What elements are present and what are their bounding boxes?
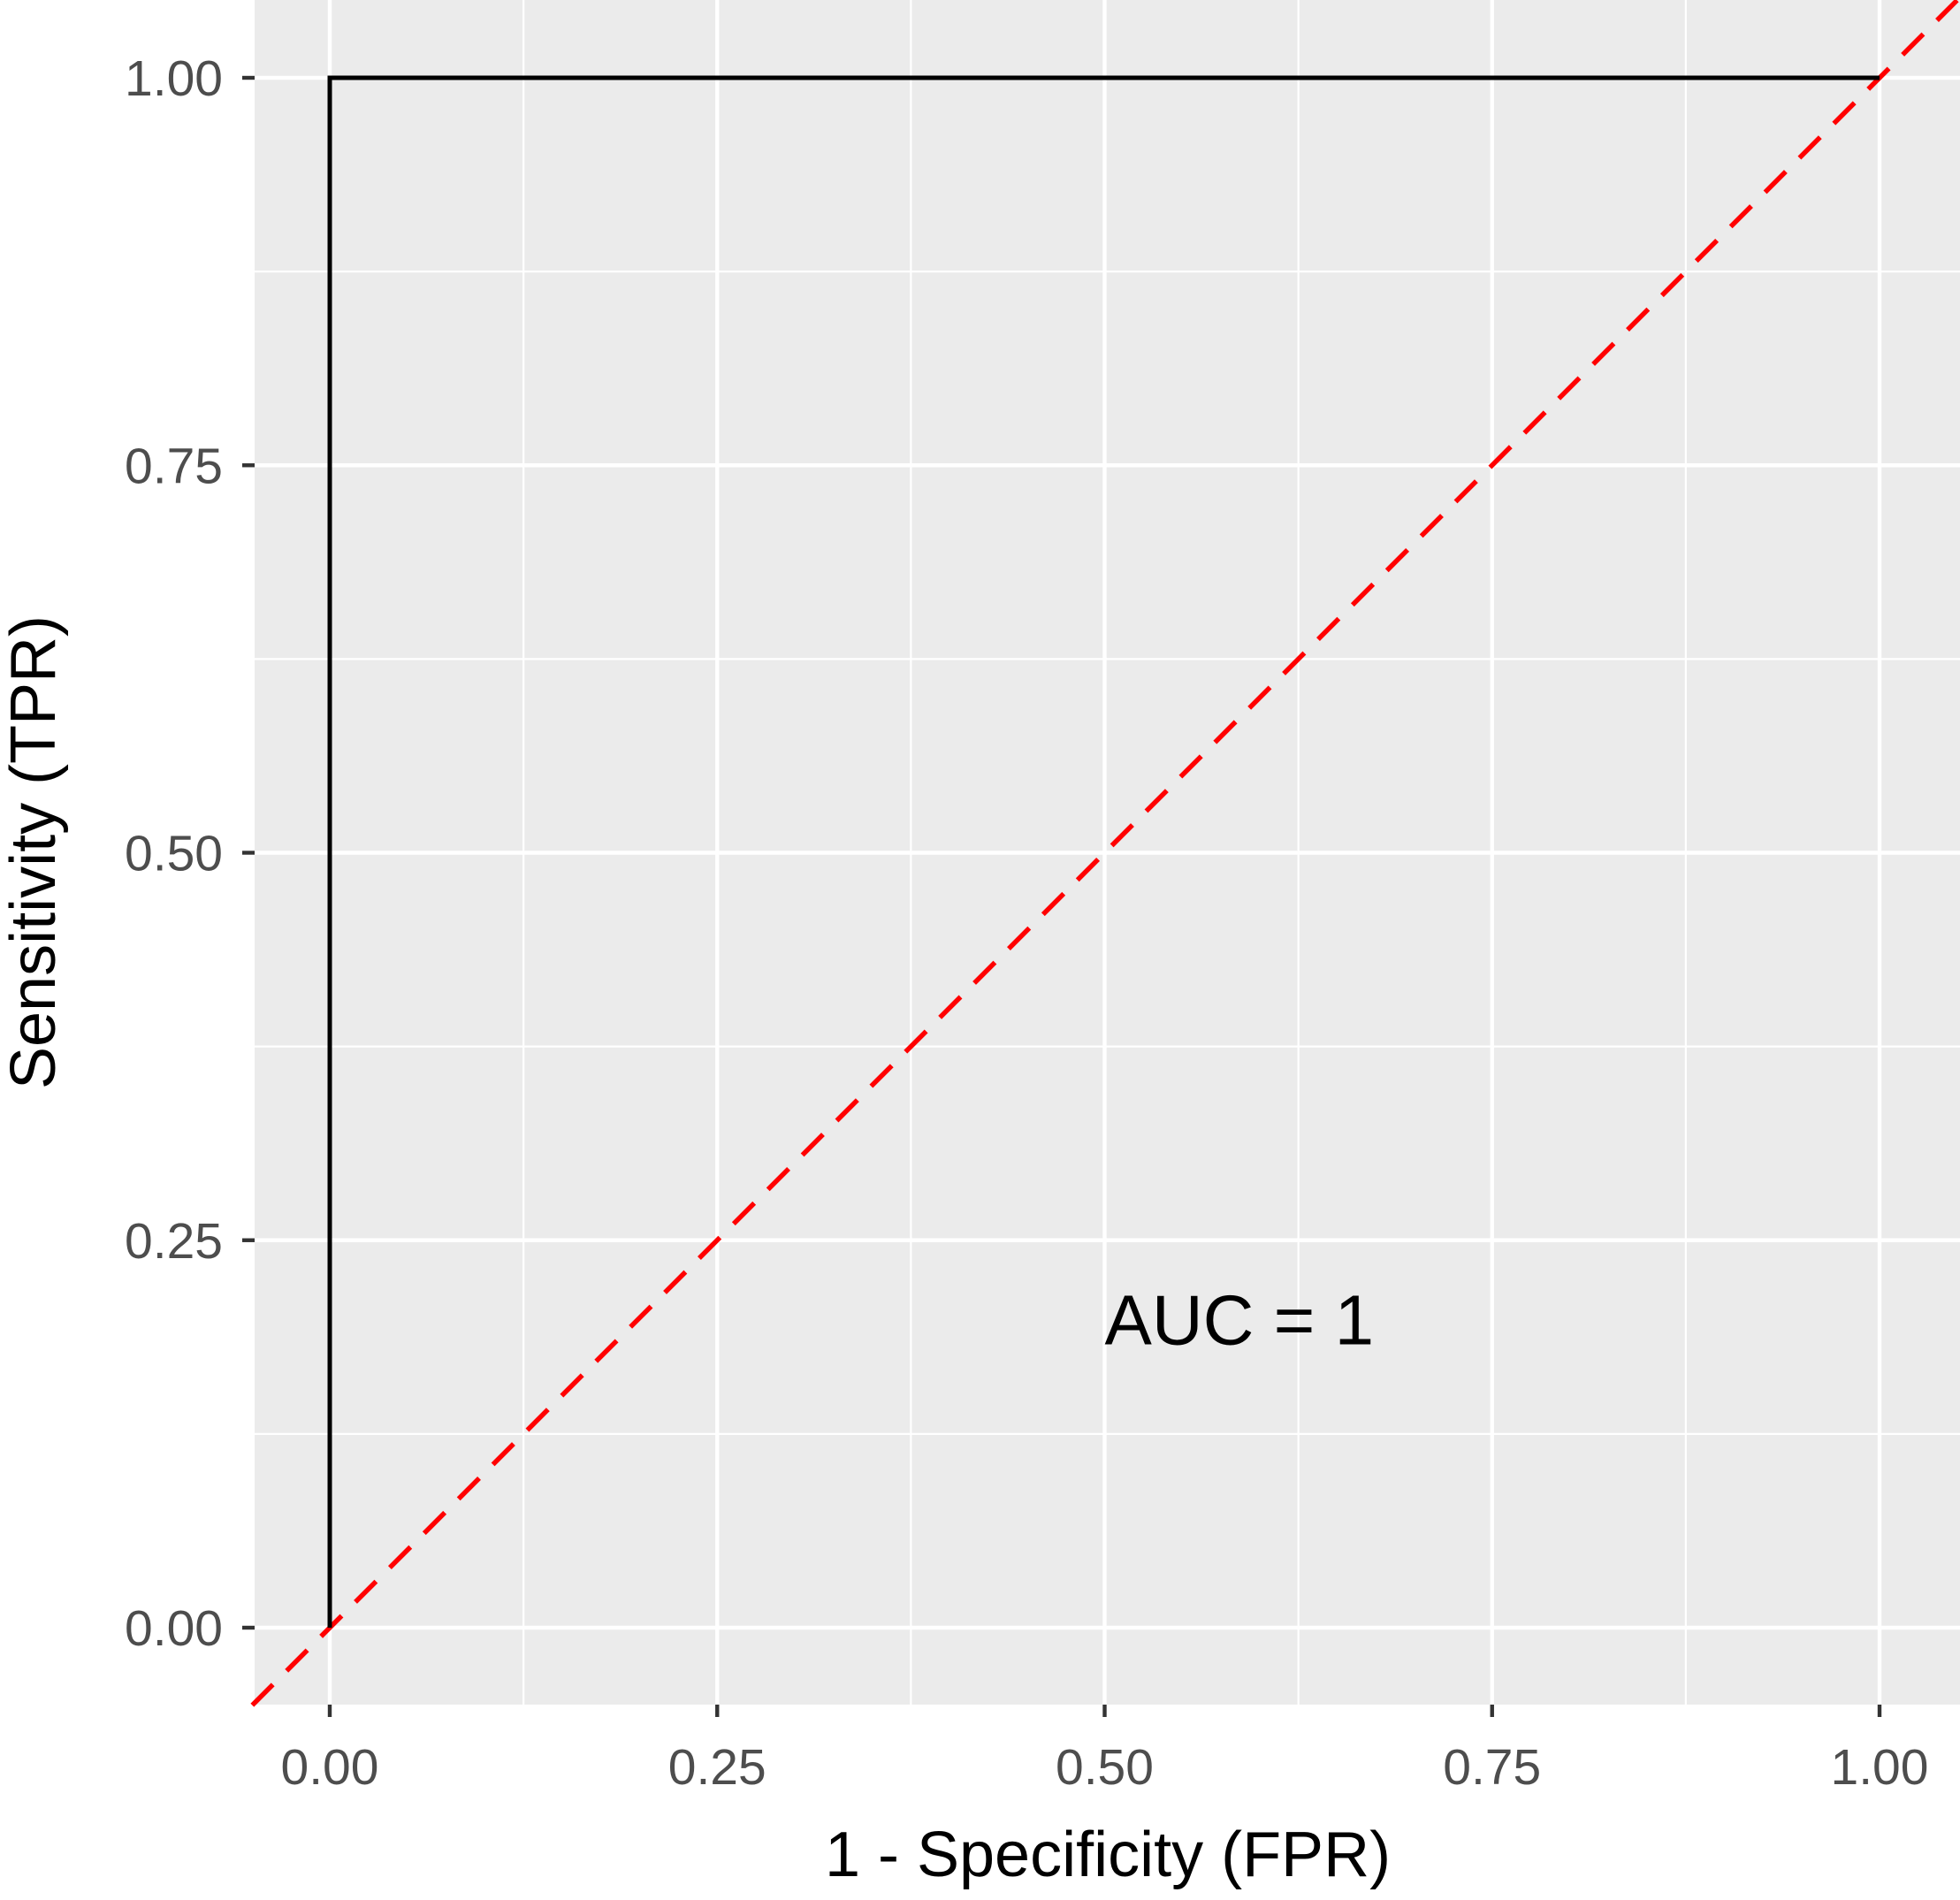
x-tick-label: 0.50 bbox=[1056, 1739, 1154, 1796]
y-axis-title: Sensitivity (TPR) bbox=[0, 615, 69, 1089]
auc-annotation: AUC = 1 bbox=[1105, 1280, 1375, 1359]
x-tick-label: 0.00 bbox=[281, 1739, 379, 1796]
x-tick-label: 0.75 bbox=[1443, 1739, 1541, 1796]
y-tick-label: 0.25 bbox=[125, 1213, 223, 1270]
series-layer bbox=[327, 75, 1880, 1628]
x-tick-label: 1.00 bbox=[1831, 1739, 1929, 1796]
roc-curve-line bbox=[327, 75, 1880, 1628]
y-tick-label: 0.50 bbox=[125, 826, 223, 882]
reference-diagonal-line bbox=[250, 0, 1959, 1707]
x-axis: 0.00 0.25 0.50 0.75 1.00 bbox=[281, 1705, 1929, 1796]
y-axis: 0.00 0.25 0.50 0.75 1.00 bbox=[125, 50, 255, 1657]
y-tick-label: 1.00 bbox=[125, 50, 223, 107]
x-tick-label: 0.25 bbox=[668, 1739, 766, 1796]
reference-line-layer bbox=[250, 0, 1959, 1707]
y-tick-label: 0.00 bbox=[125, 1600, 223, 1657]
y-tick-label: 0.75 bbox=[125, 438, 223, 494]
x-axis-title: 1 - Specificity (FPR) bbox=[825, 1820, 1391, 1890]
annotation-layer: AUC = 1 bbox=[1105, 1280, 1375, 1359]
